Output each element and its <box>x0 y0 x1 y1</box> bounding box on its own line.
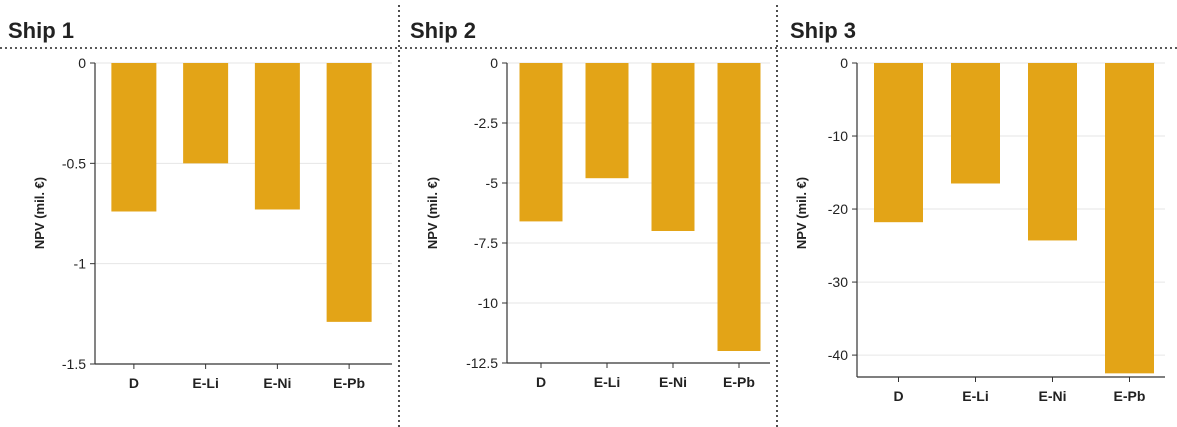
y-tick-label: -30 <box>828 274 848 290</box>
y-axis-label-ship-3: NPV (mil. €) <box>794 177 809 249</box>
bar <box>254 63 300 210</box>
panel-title-ship-2: Ship 2 <box>410 18 476 43</box>
x-tick-label: E-Pb <box>333 375 365 391</box>
bar <box>183 63 229 164</box>
panel-title-ship-3: Ship 3 <box>790 18 856 43</box>
bars-layer-ship-2 <box>519 63 761 351</box>
y-tick-label: 0 <box>78 55 86 71</box>
y-tick-label: -10 <box>828 128 848 144</box>
bar <box>326 63 372 322</box>
bar <box>111 63 157 212</box>
y-axis-label-ship-1: NPV (mil. €) <box>32 177 47 249</box>
bar <box>951 63 1000 184</box>
y-tick-label: -20 <box>828 201 848 217</box>
x-tick-label: D <box>536 374 546 390</box>
y-tick-label: -5 <box>486 175 499 191</box>
x-tick-label: E-Ni <box>263 375 291 391</box>
y-tick-label: 0 <box>840 55 848 71</box>
x-tick-label: E-Ni <box>1039 388 1067 404</box>
x-tick-label: E-Li <box>594 374 620 390</box>
x-tick-label: E-Li <box>962 388 988 404</box>
axis-layer-ship-3: 0 -10 -20 -30 -40 D E-Li E-Ni E-Pb <box>828 55 1165 404</box>
y-tick-label: -0.5 <box>62 155 86 171</box>
x-tick-label: D <box>129 375 139 391</box>
bar <box>717 63 761 351</box>
bars-layer-ship-1 <box>111 63 372 322</box>
bar <box>874 63 923 223</box>
bar <box>651 63 695 231</box>
y-tick-label: -1.5 <box>62 356 86 372</box>
bars-layer-ship-3 <box>874 63 1154 374</box>
y-tick-label: -10 <box>478 295 498 311</box>
y-tick-label: -2.5 <box>474 115 498 131</box>
axis-layer-ship-1: 0 -0.5 -1 -1.5 D E-Li E-Ni E-Pb <box>62 55 392 391</box>
bar <box>1028 63 1077 241</box>
x-tick-label: E-Pb <box>723 374 755 390</box>
axis-layer-ship-2: 0 -2.5 -5 -7.5 -10 -12.5 D E-Li E-Ni E-Pb <box>466 55 770 390</box>
panel-title-ship-1: Ship 1 <box>8 18 74 43</box>
x-tick-label: D <box>893 388 903 404</box>
y-tick-label: 0 <box>490 55 498 71</box>
x-tick-label: E-Li <box>192 375 218 391</box>
x-tick-label: E-Pb <box>1114 388 1146 404</box>
y-tick-label: -40 <box>828 347 848 363</box>
chart-panel-ship-3: Ship 3 NPV (mil. €) 0 -10 -20 -30 -40 D E-Li E-… <box>790 18 1165 404</box>
x-tick-label: E-Ni <box>659 374 687 390</box>
y-axis-label-ship-2: NPV (mil. €) <box>425 177 440 249</box>
y-tick-label: -1 <box>74 256 87 272</box>
bar <box>585 63 629 179</box>
chart-panel-ship-1: Ship 1 NPV (mil. €) 0 -0.5 -1 -1.5 D E-Li E-Ni… <box>8 18 392 391</box>
bar <box>1105 63 1154 374</box>
chart-panel-ship-2: Ship 2 NPV (mil. €) 0 -2.5 -5 -7.5 -10 -12.5 D… <box>410 18 770 390</box>
y-tick-label: -7.5 <box>474 235 498 251</box>
y-tick-label: -12.5 <box>466 355 498 371</box>
bar <box>519 63 563 222</box>
